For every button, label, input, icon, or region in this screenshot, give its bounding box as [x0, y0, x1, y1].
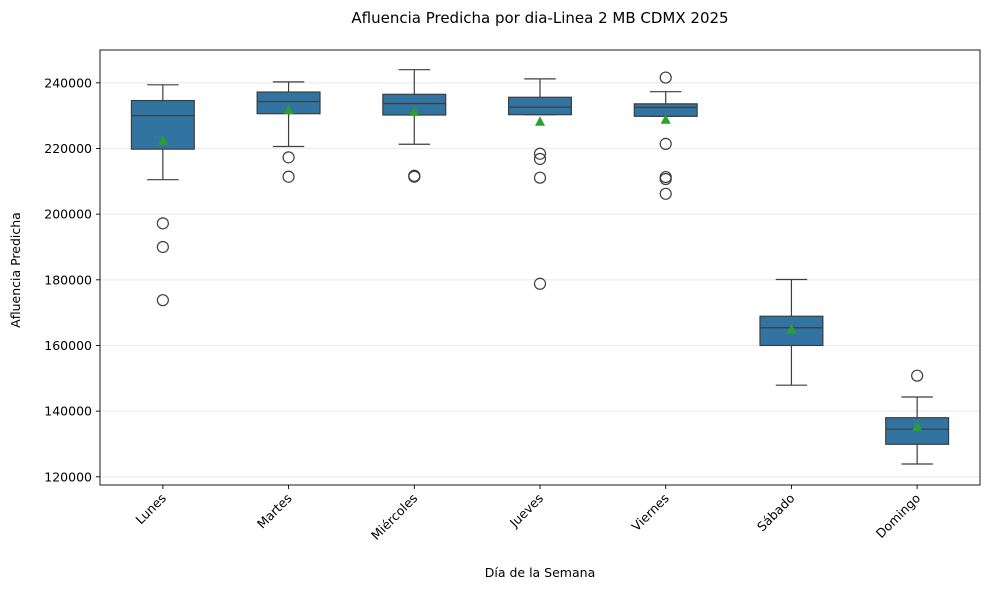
- outlier-point: [659, 71, 672, 84]
- mean-marker: [660, 114, 671, 124]
- outlier-point: [533, 277, 547, 290]
- box-iqr: [507, 96, 573, 116]
- x-tick-label: Miércoles: [368, 491, 420, 543]
- x-axis-title: Día de la Semana: [485, 565, 595, 580]
- outlier-point: [408, 169, 421, 182]
- y-tick-label: 180000: [44, 272, 92, 287]
- mean-marker: [157, 135, 168, 145]
- mean-marker: [912, 421, 923, 432]
- x-axis: Lunes Martes Miércoles Jueves Viernes Sábado D…: [132, 485, 923, 543]
- outlier-point: [533, 152, 547, 166]
- mean-marker: [283, 104, 294, 115]
- y-grid: [100, 82, 980, 478]
- outlier-point: [533, 171, 547, 184]
- outlier-point: [156, 240, 169, 254]
- outlier-point: [156, 217, 169, 230]
- y-tick-label: 240000: [44, 75, 92, 90]
- outlier-point: [659, 187, 672, 200]
- box-group: [885, 369, 950, 465]
- x-tick-label: Domingo: [873, 491, 924, 542]
- y-axis-title: Afluencia Predicha: [8, 212, 23, 328]
- outlier-point: [408, 170, 421, 183]
- box-group: [382, 69, 447, 183]
- y-tick-label: 220000: [44, 141, 92, 156]
- outlier-point: [282, 151, 295, 164]
- box-group: [130, 84, 195, 307]
- x-tick-label: Jueves: [506, 491, 546, 531]
- mean-marker: [409, 106, 420, 116]
- box-group: [507, 78, 573, 290]
- x-tick-label: Martes: [254, 491, 295, 532]
- outlier-point: [911, 369, 924, 382]
- box-group: [759, 278, 824, 386]
- outlier-point: [659, 137, 672, 150]
- box-group: [633, 71, 698, 200]
- outlier-point: [533, 147, 547, 160]
- y-tick-label: 160000: [44, 338, 92, 353]
- y-tick-label: 120000: [44, 469, 92, 484]
- mean-marker: [535, 116, 545, 126]
- y-tick-label: 200000: [44, 207, 92, 222]
- y-tick-label: 140000: [44, 404, 92, 419]
- outlier-point: [659, 172, 672, 186]
- boxes-layer: [130, 69, 950, 465]
- y-axis: 120000 140000 160000 180000 200000 220000 2400…: [44, 75, 100, 484]
- x-tick-label: Viernes: [628, 491, 671, 534]
- chart-title: Afluencia Predicha por dia-Linea 2 MB CD…: [351, 9, 728, 27]
- outlier-point: [282, 170, 295, 183]
- x-tick-label: Sábado: [754, 491, 798, 535]
- outlier-point: [156, 294, 169, 307]
- mean-marker: [786, 324, 797, 334]
- x-tick-label: Lunes: [132, 491, 169, 528]
- box-group: [256, 81, 321, 183]
